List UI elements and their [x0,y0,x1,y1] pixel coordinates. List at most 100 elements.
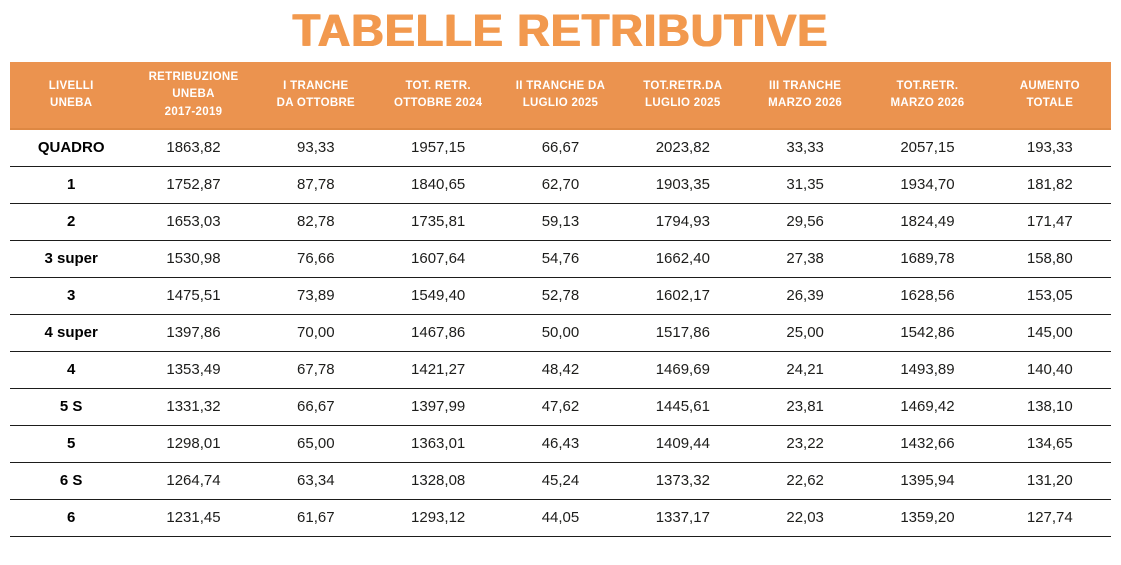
table-row: 5 1298,01 65,00 1363,01 46,43 1409,44 23,22 143… [10,425,1111,463]
value-cell: 145,00 [988,314,1111,352]
value-cell: 1957,15 [376,129,500,167]
column-header-retribuzione-uneba: RETRIBUZIONE UNEBA 2017-2019 [132,62,255,130]
value-cell: 82,78 [254,203,377,241]
value-cell: 1409,44 [621,425,744,463]
value-cell: 1549,40 [376,277,500,315]
value-cell: 1662,40 [621,240,744,278]
table-row: 2 1653,03 82,78 1735,81 59,13 1794,93 29,56 182… [10,203,1111,241]
value-cell: 2023,82 [621,129,744,167]
level-cell: 6 [10,499,133,537]
table-row: 4 1353,49 67,78 1421,27 48,42 1469,69 24,21 149… [10,351,1111,389]
value-cell: 1328,08 [376,462,500,500]
value-cell: 1359,20 [866,499,989,537]
value-cell: 22,62 [743,462,867,500]
table-row: 3 1475,51 73,89 1549,40 52,78 1602,17 26,39 162… [10,277,1111,315]
value-cell: 1264,74 [132,462,255,500]
table-row: 5 S 1331,32 66,67 1397,99 47,62 1445,61 23,81 1… [10,388,1111,426]
value-cell: 131,20 [988,462,1111,500]
value-cell: 26,39 [743,277,867,315]
value-cell: 1331,32 [132,388,255,426]
value-cell: 61,67 [254,499,377,537]
value-cell: 1467,86 [376,314,500,352]
value-cell: 52,78 [499,277,622,315]
value-cell: 1293,12 [376,499,500,537]
value-cell: 181,82 [988,166,1111,204]
value-cell: 1824,49 [866,203,989,241]
value-cell: 67,78 [254,351,377,389]
table-row: 6 S 1264,74 63,34 1328,08 45,24 1373,32 22,62 1… [10,462,1111,500]
value-cell: 1353,49 [132,351,255,389]
table-row: 6 1231,45 61,67 1293,12 44,05 1337,17 22,03 135… [10,499,1111,537]
value-cell: 1373,32 [621,462,744,500]
column-header-tot-retr-ottobre-2024: TOT. RETR. OTTOBRE 2024 [376,62,500,130]
page-title: TABELLE RETRIBUTIVE [292,5,829,56]
value-cell: 158,80 [988,240,1111,278]
value-cell: 1493,89 [866,351,989,389]
value-cell: 46,43 [499,425,622,463]
value-cell: 23,81 [743,388,867,426]
level-cell: 4 super [10,314,133,352]
value-cell: 1530,98 [132,240,255,278]
value-cell: 1840,65 [376,166,500,204]
value-cell: 1517,86 [621,314,744,352]
table-head: LIVELLI UNEBA RETRIBUZIONE UNEBA 2017-201… [10,62,1111,130]
table-row: 3 super 1530,98 76,66 1607,64 54,76 1662,40 27… [10,240,1111,278]
value-cell: 44,05 [499,499,622,537]
table-body: QUADRO 1863,82 93,33 1957,15 66,67 2023,82 33,… [10,129,1111,537]
value-cell: 73,89 [254,277,377,315]
table-header-row: LIVELLI UNEBA RETRIBUZIONE UNEBA 2017-201… [10,62,1111,130]
value-cell: 1231,45 [132,499,255,537]
value-cell: 70,00 [254,314,377,352]
value-cell: 1602,17 [621,277,744,315]
value-cell: 22,03 [743,499,867,537]
value-cell: 54,76 [499,240,622,278]
value-cell: 25,00 [743,314,867,352]
value-cell: 27,38 [743,240,867,278]
value-cell: 50,00 [499,314,622,352]
value-cell: 93,33 [254,129,377,167]
value-cell: 1607,64 [376,240,500,278]
column-header-tot-retr-marzo-2026: TOT.RETR. MARZO 2026 [866,62,989,130]
value-cell: 1432,66 [866,425,989,463]
value-cell: 193,33 [988,129,1111,167]
value-cell: 66,67 [499,129,622,167]
page: TABELLE RETRIBUTIVE LIVELLI UNEBA RETRIBU… [10,5,1111,537]
value-cell: 2057,15 [866,129,989,167]
level-cell: QUADRO [10,129,133,167]
value-cell: 24,21 [743,351,867,389]
value-cell: 127,74 [988,499,1111,537]
column-header-tot-retr-luglio-2025: TOT.RETR.DA LUGLIO 2025 [621,62,744,130]
level-cell: 5 S [10,388,133,426]
level-cell: 1 [10,166,133,204]
value-cell: 1752,87 [132,166,255,204]
value-cell: 1445,61 [621,388,744,426]
value-cell: 45,24 [499,462,622,500]
value-cell: 1395,94 [866,462,989,500]
value-cell: 29,56 [743,203,867,241]
value-cell: 1397,86 [132,314,255,352]
table-row: 4 super 1397,86 70,00 1467,86 50,00 1517,86 25… [10,314,1111,352]
value-cell: 1421,27 [376,351,500,389]
value-cell: 171,47 [988,203,1111,241]
level-cell: 2 [10,203,133,241]
column-header-ii-tranche-luglio-2025: II TRANCHE DA LUGLIO 2025 [499,62,622,130]
value-cell: 31,35 [743,166,867,204]
value-cell: 1735,81 [376,203,500,241]
level-cell: 6 S [10,462,133,500]
value-cell: 1363,01 [376,425,500,463]
value-cell: 134,65 [988,425,1111,463]
value-cell: 65,00 [254,425,377,463]
value-cell: 76,66 [254,240,377,278]
column-header-i-tranche-ottobre: I TRANCHE DA OTTOBRE [254,62,377,130]
level-cell: 3 [10,277,133,315]
salary-table: LIVELLI UNEBA RETRIBUZIONE UNEBA 2017-201… [10,62,1111,537]
column-header-livelli-uneba: LIVELLI UNEBA [10,62,133,130]
column-header-aumento-totale: AUMENTO TOTALE [988,62,1111,130]
value-cell: 1689,78 [866,240,989,278]
value-cell: 23,22 [743,425,867,463]
value-cell: 1863,82 [132,129,255,167]
value-cell: 1542,86 [866,314,989,352]
value-cell: 62,70 [499,166,622,204]
level-cell: 4 [10,351,133,389]
value-cell: 1469,69 [621,351,744,389]
